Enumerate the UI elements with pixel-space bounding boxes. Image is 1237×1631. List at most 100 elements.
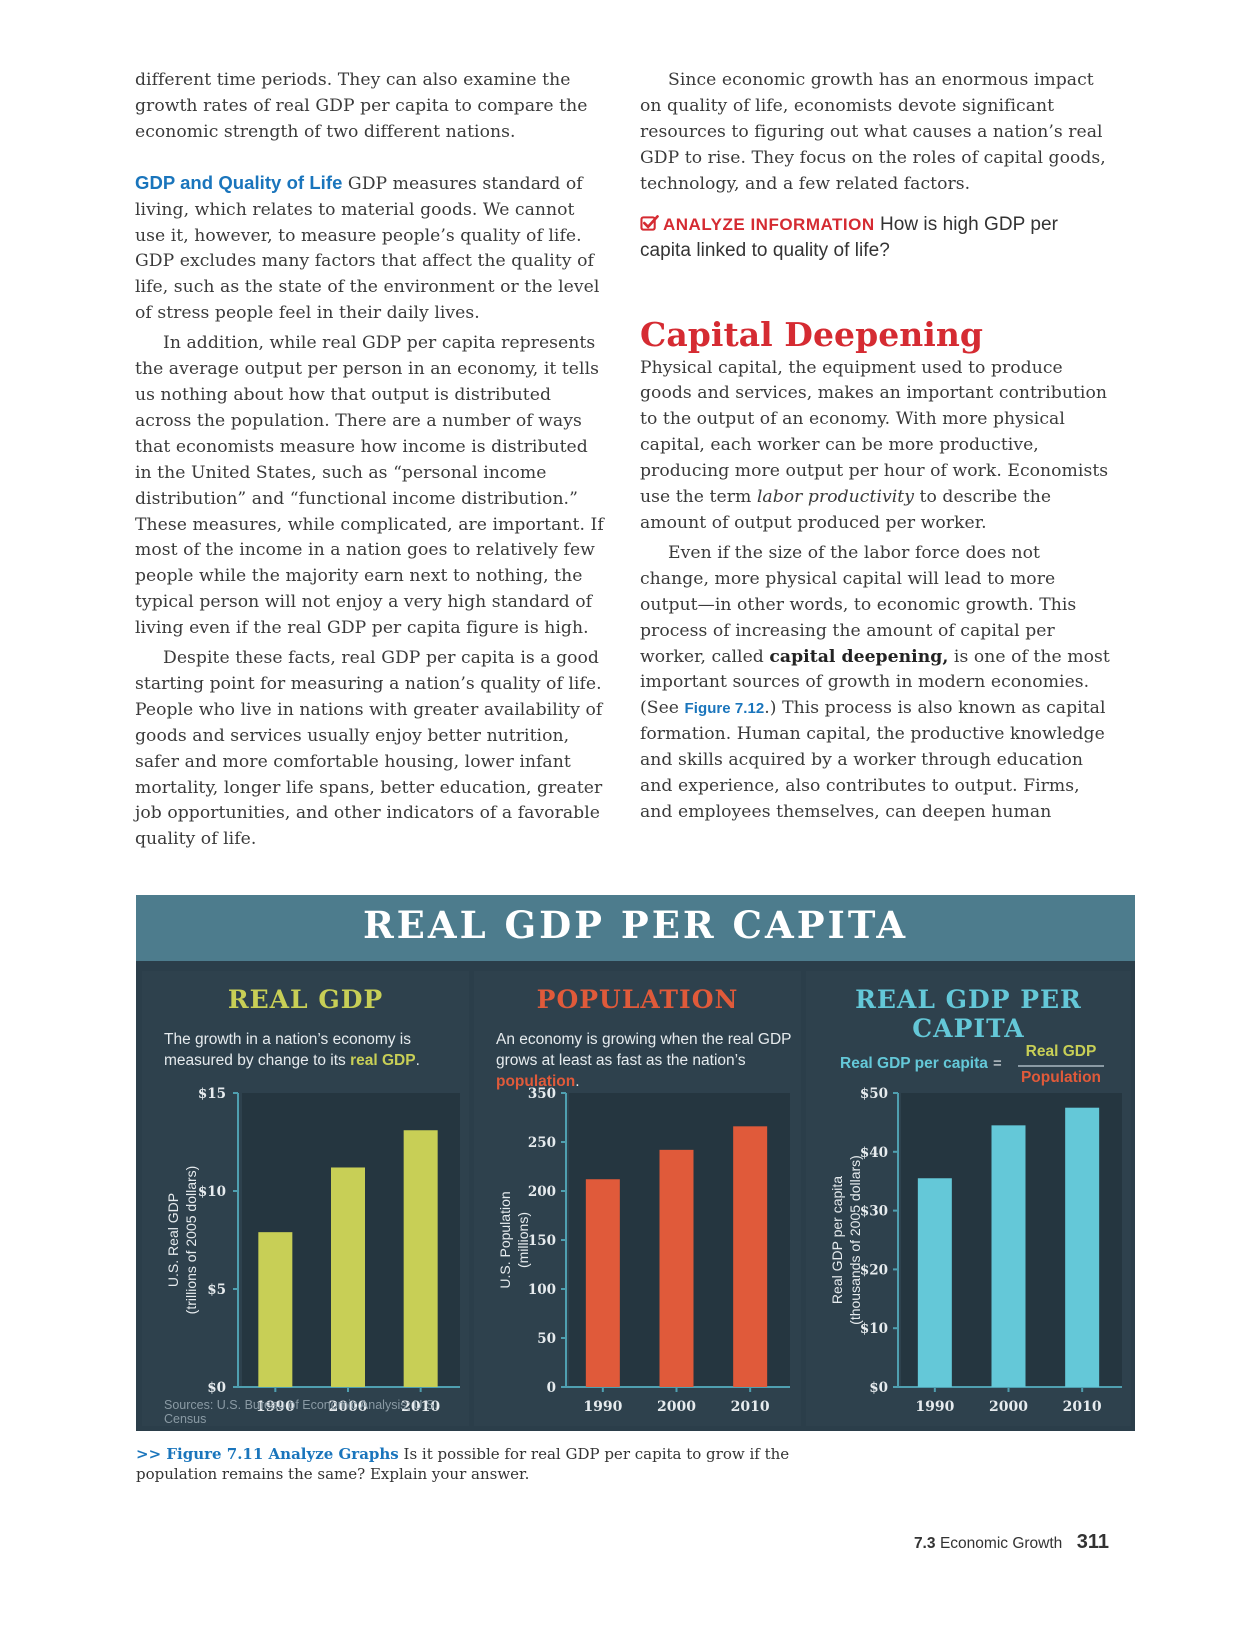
y-tick-label: 350: [528, 1086, 556, 1102]
y-tick-label: $40: [860, 1145, 888, 1161]
figure-title: REAL GDP PER CAPITA: [362, 903, 909, 947]
desc-text: .: [575, 1073, 580, 1090]
y-axis-label-line: (trillions of 2005 dollars): [183, 1166, 199, 1315]
panel-population: POPULATION An economy is growing when th…: [474, 971, 801, 1426]
bar: [403, 1130, 438, 1387]
figure-7-11: REAL GDP PER CAPITA REAL GDP The growth …: [136, 895, 1135, 1431]
desc-text: An economy is growing when the real GDP …: [496, 1031, 792, 1069]
paragraph-text: GDP measures standard of living, which r…: [135, 173, 600, 324]
y-tick-label: 100: [528, 1282, 556, 1298]
x-tick-label: 1990: [915, 1399, 954, 1415]
bar: [331, 1167, 365, 1387]
y-axis-label: Real GDP per capita (thousands of 2005 do…: [829, 1155, 863, 1325]
panel-title: REAL GDP: [227, 985, 384, 1014]
key-term: labor productivity: [756, 487, 915, 508]
paragraph: Since economic growth has an enormous im…: [640, 70, 1106, 194]
figure-banner: [136, 895, 1135, 961]
figure-link[interactable]: Figure 7.12: [684, 700, 765, 718]
y-axis-label-line: Real GDP per capita: [829, 1176, 845, 1304]
panel-description: The growth in a nation’s economy is meas…: [164, 1029, 464, 1071]
y-tick-label: $10: [198, 1184, 226, 1200]
y-tick-label: $5: [207, 1282, 226, 1298]
x-tick-label: 2010: [1063, 1399, 1102, 1415]
y-tick-label: $20: [860, 1262, 888, 1278]
formula: Real GDP per capita = Real GDP Populatio…: [806, 1031, 1131, 1091]
desc-text: .: [415, 1052, 420, 1069]
y-tick-label: $15: [198, 1086, 226, 1102]
section-topic: Economic Growth: [939, 1535, 1063, 1552]
key-term: capital deepening,: [769, 646, 949, 667]
x-tick-label: 2000: [329, 1399, 368, 1415]
x-tick-label: 2000: [989, 1399, 1028, 1415]
panel-description: An economy is growing when the real GDP …: [496, 1029, 796, 1092]
paragraph-text: Even if the size of the labor force does…: [640, 542, 1077, 667]
panel-title: REAL GDP PER CAPITA: [855, 985, 1082, 1043]
y-tick-label: $50: [860, 1086, 888, 1102]
y-axis-label-line: (thousands of 2005 dollars): [847, 1155, 863, 1325]
paragraph: different time periods. They can also ex…: [135, 70, 588, 142]
y-tick-label: 50: [537, 1331, 556, 1347]
y-axis-label: U.S. Real GDP (trillions of 2005 dollars): [165, 1166, 199, 1315]
bar: [258, 1232, 293, 1387]
panel-real-gdp: REAL GDP The growth in a nation’s econom…: [142, 971, 469, 1426]
paragraph: Even if the size of the labor force does…: [640, 541, 1110, 826]
page-footer: 7.3 Economic Growth 311: [914, 1531, 1109, 1554]
paragraph: GDP and Quality of Life GDP measures sta…: [135, 170, 605, 327]
y-axis-label-line: U.S. Population: [497, 1191, 513, 1288]
y-tick-label: 200: [528, 1184, 556, 1200]
y-axis-label-line: (millions): [515, 1212, 531, 1268]
x-tick-label: 2000: [657, 1399, 696, 1415]
y-tick-label: $10: [860, 1321, 888, 1337]
paragraph: Despite these facts, real GDP per capita…: [135, 648, 603, 850]
analyze-question: How is high GDP per capita linked to qua…: [640, 213, 1058, 261]
chart-population: 0 50 100 150 200 250 350 1990 2000 2010 U.S. Popul…: [497, 1086, 790, 1415]
paragraph-text: .) This process is also known as capital…: [640, 698, 1106, 822]
bar: [659, 1149, 694, 1387]
fraction-bar: [1018, 1065, 1104, 1067]
panel-title: POPULATION: [536, 985, 739, 1014]
y-tick-label: $30: [860, 1204, 888, 1220]
x-tick-label: 2010: [401, 1399, 440, 1415]
section-number: 7.3: [913, 1535, 936, 1552]
paragraph-text: Physical capital, the equipment used to …: [640, 357, 1109, 508]
bar: [991, 1125, 1026, 1387]
desc-highlight: real GDP: [350, 1052, 416, 1069]
chart-real-gdp: $0 $5 $10 $15 1990 2000 2010 U.S. Real GDP (tril…: [165, 1086, 460, 1415]
x-tick-label: 1990: [256, 1399, 295, 1415]
sources-note: Sources: U.S. Bureau of Economic Analysi…: [164, 1398, 438, 1426]
paragraph-text: is one of the most important sources of …: [640, 646, 1110, 719]
y-tick-label: 250: [528, 1135, 556, 1151]
desc-highlight: population: [496, 1073, 576, 1090]
y-tick-label: $0: [869, 1380, 888, 1396]
checkbox-icon: [640, 214, 659, 231]
page-number: 311: [1076, 1531, 1109, 1553]
bar: [733, 1126, 768, 1387]
paragraph: Physical capital, the equipment used to …: [640, 356, 1110, 537]
left-column: different time periods. They can also ex…: [135, 68, 605, 853]
bar: [1065, 1107, 1100, 1387]
panel-real-gdp-per-capita: REAL GDP PER CAPITA Real GDP per capita …: [806, 971, 1131, 1426]
paragraph: In addition, while real GDP per capita r…: [135, 333, 604, 639]
section-heading: Capital Deepening: [640, 314, 984, 354]
bar: [917, 1178, 952, 1387]
formula-left: Real GDP per capita: [840, 1055, 988, 1072]
y-tick-label: $0: [207, 1380, 226, 1396]
desc-text: The growth in a nation’s economy is meas…: [164, 1031, 411, 1069]
y-axis-label-line: U.S. Real GDP: [165, 1193, 181, 1287]
formula-numerator: Real GDP: [1025, 1043, 1097, 1060]
analyze-prompt: ANALYZE INFORMATION How is high GDP per …: [640, 212, 1110, 264]
caption-text: Is it possible for real GDP per capita t…: [136, 1445, 790, 1483]
y-tick-label: 150: [528, 1233, 556, 1249]
x-tick-label: 2010: [731, 1399, 770, 1415]
paragraph-text: to describe the amount of output produce…: [640, 487, 1052, 533]
bar: [585, 1179, 620, 1387]
y-axis-label: U.S. Population (millions): [497, 1191, 531, 1288]
formula-denominator: Population: [1020, 1069, 1102, 1086]
y-tick-label: 0: [547, 1380, 556, 1396]
chart-real-gdp-per-capita: $0 $10 $20 $30 $40 $50 1990 2000 2010 Real GDP pe…: [829, 1086, 1122, 1415]
formula-equals: =: [993, 1055, 1002, 1072]
right-column: Since economic growth has an enormous im…: [640, 68, 1110, 826]
x-tick-label: 1990: [583, 1399, 622, 1415]
caption-head: >> Figure 7.11 Analyze Graphs: [136, 1445, 399, 1463]
runin-heading: GDP and Quality of Life: [135, 171, 343, 193]
